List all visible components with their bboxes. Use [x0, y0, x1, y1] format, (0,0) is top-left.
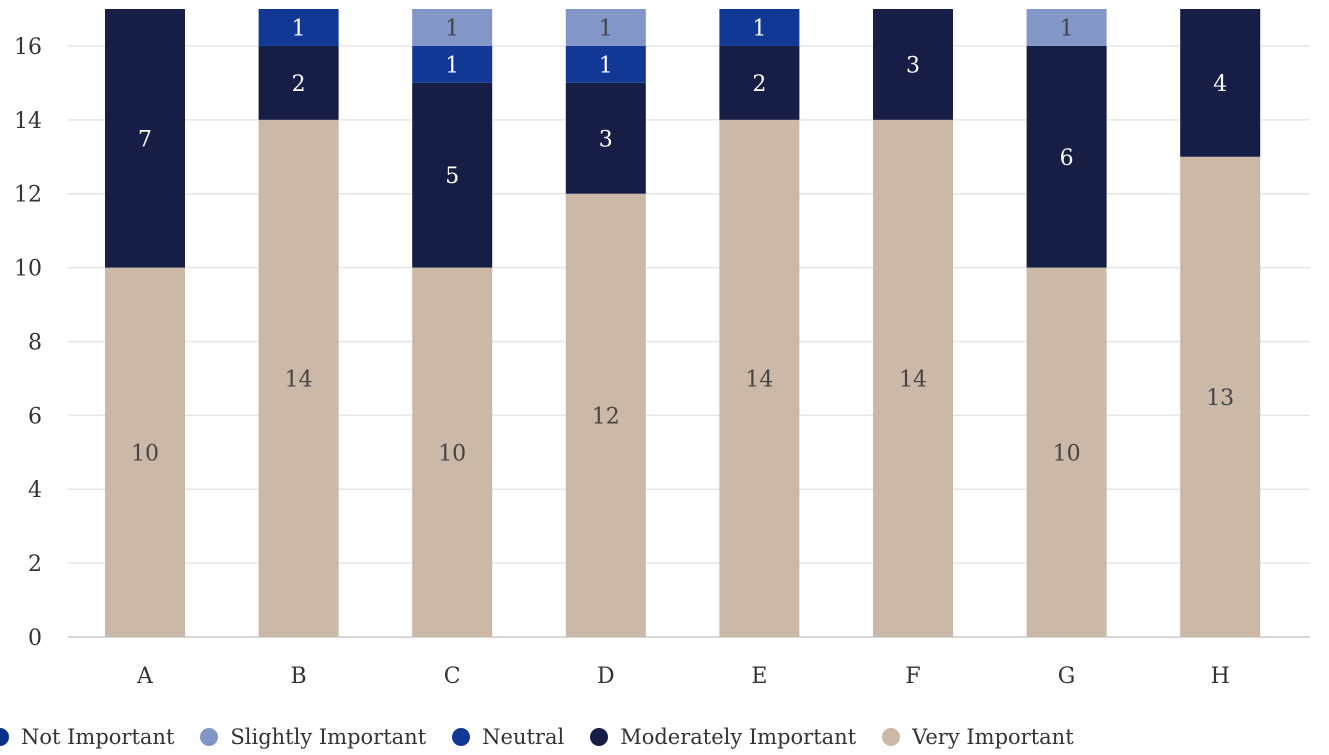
y-tick-label: 12 — [14, 183, 42, 208]
legend-item[interactable]: Slightly Important — [200, 725, 426, 749]
data-label: 7 — [138, 127, 152, 152]
bar-segment — [565, 82, 646, 194]
bar-segment — [565, 193, 646, 638]
legend-item[interactable]: Moderately Important — [590, 725, 856, 749]
legend-dot-icon — [590, 728, 609, 746]
legend-dot-icon — [452, 728, 471, 746]
bar-segment — [258, 119, 339, 637]
bar-segment — [1026, 267, 1107, 637]
y-tick-label: 0 — [28, 626, 42, 651]
data-label: 1 — [599, 16, 613, 41]
data-label: 2 — [752, 72, 766, 97]
x-tick-label: E — [751, 664, 767, 689]
legend-dot-icon — [882, 728, 901, 746]
y-axis: 0 2 4 6 8 10 12 14 16 — [14, 35, 42, 651]
data-label: 14 — [285, 367, 313, 392]
data-label: 3 — [906, 53, 920, 78]
y-tick-label: 2 — [28, 552, 42, 577]
legend-label: Not Important — [21, 725, 175, 749]
legend-item[interactable]: Not Important — [0, 725, 174, 749]
bar-segment — [258, 9, 339, 46]
bar-segment — [873, 9, 953, 120]
legend-label: Moderately Important — [620, 725, 857, 749]
bar-segment — [412, 9, 493, 46]
data-label: 10 — [1053, 441, 1081, 466]
bar-segment — [719, 45, 800, 120]
legend-dot-icon — [200, 728, 219, 746]
data-label: 1 — [445, 53, 459, 78]
legend-dot-icon — [0, 728, 9, 746]
data-label: 14 — [745, 367, 773, 392]
bar-segment — [565, 9, 646, 46]
x-tick-label: A — [136, 664, 154, 689]
data-label: 14 — [899, 367, 927, 392]
legend-item[interactable]: Very Important — [882, 725, 1074, 749]
data-label: 1 — [752, 16, 766, 41]
data-label: 6 — [1060, 146, 1074, 171]
data-label: 4 — [1213, 72, 1227, 97]
legend: Not Important Slightly Important Neutral Mo… — [0, 722, 1100, 752]
bar-segment — [412, 45, 493, 83]
data-label: 10 — [438, 441, 466, 466]
y-tick-label: 4 — [28, 478, 42, 503]
data-label: 10 — [131, 441, 159, 466]
legend-label: Very Important — [912, 725, 1074, 749]
bar-segment — [565, 45, 646, 83]
bar-segment — [1180, 156, 1261, 637]
data-label: 1 — [1060, 16, 1074, 41]
x-tick-label: H — [1211, 664, 1230, 689]
y-tick-label: 8 — [28, 330, 42, 355]
data-label: 1 — [292, 16, 306, 41]
data-label: 3 — [599, 127, 613, 152]
data-label: 1 — [599, 53, 613, 78]
gridlines — [68, 45, 1310, 638]
bar-segment — [258, 45, 339, 120]
legend-label: Neutral — [482, 725, 565, 749]
bar-segment — [1180, 9, 1261, 157]
x-tick-label: D — [597, 664, 615, 689]
legend-item[interactable]: Neutral — [452, 725, 564, 749]
bar-segment — [412, 82, 493, 268]
bar-segment — [719, 9, 800, 46]
data-label: 12 — [592, 404, 620, 429]
x-tick-label: F — [905, 664, 920, 689]
y-tick-label: 14 — [14, 109, 42, 134]
legend-label: Slightly Important — [230, 725, 427, 749]
x-tick-label: C — [444, 664, 461, 689]
x-tick-label: B — [291, 664, 307, 689]
data-label: 2 — [292, 72, 306, 97]
bar-segment — [719, 119, 800, 637]
bar-segment — [873, 119, 953, 637]
y-tick-label: 10 — [14, 257, 42, 282]
bar-segment — [1026, 9, 1107, 46]
y-tick-label: 16 — [14, 35, 42, 60]
x-tick-label: G — [1058, 664, 1076, 689]
bar-segment — [1026, 45, 1107, 268]
x-axis: A B C D E F G H — [136, 664, 1230, 689]
bar-segment — [105, 9, 185, 268]
bar-segment — [105, 267, 185, 637]
bar-segment — [412, 267, 493, 637]
y-tick-label: 6 — [28, 404, 42, 429]
data-label: 5 — [445, 164, 459, 189]
data-label: 13 — [1206, 386, 1234, 411]
data-label: 1 — [445, 16, 459, 41]
